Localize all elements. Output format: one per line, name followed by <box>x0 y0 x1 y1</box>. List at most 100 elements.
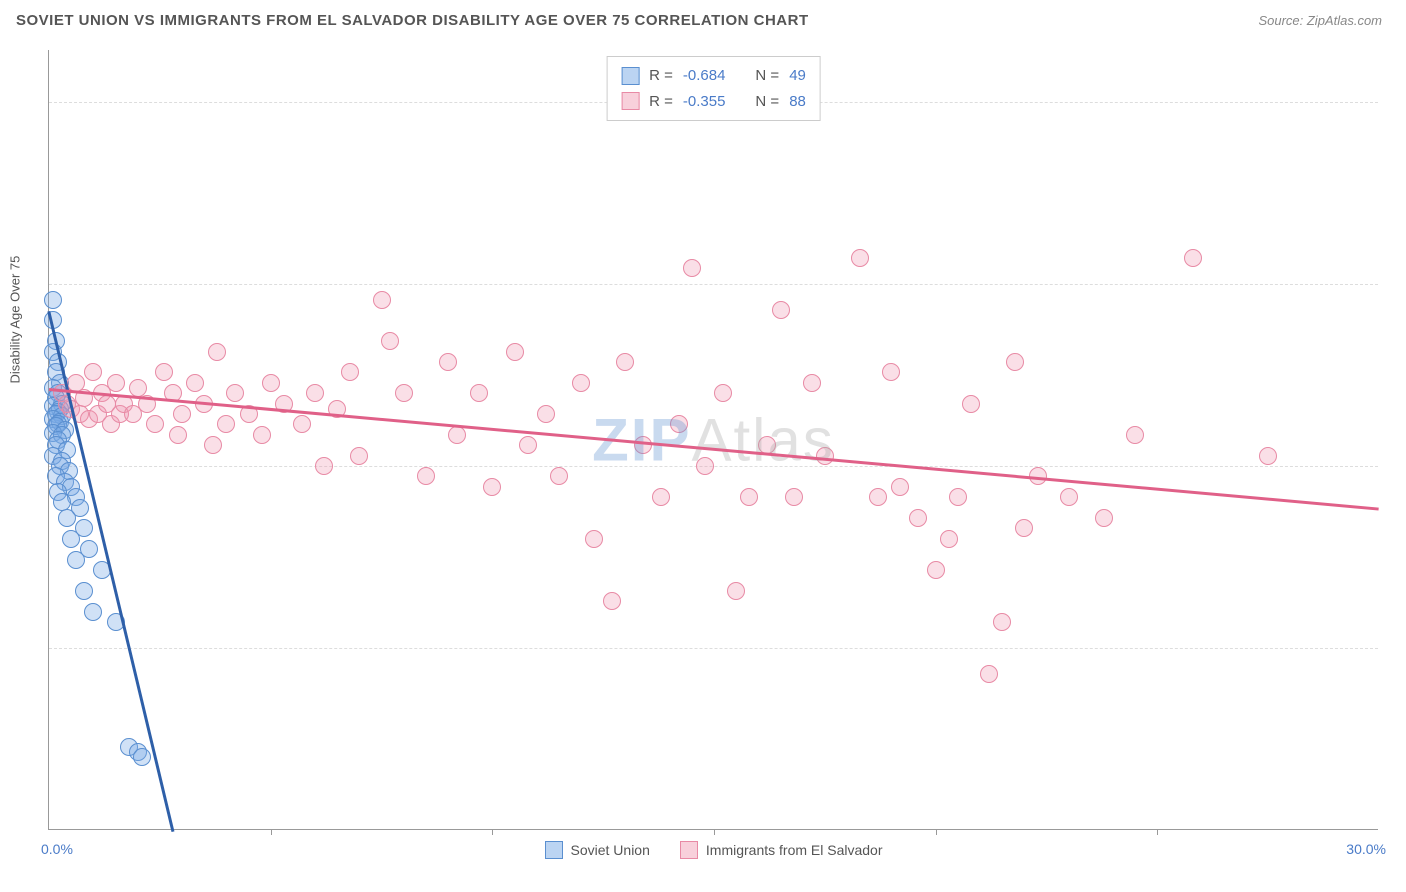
scatter-point <box>395 384 413 402</box>
legend-label: Soviet Union <box>571 842 650 858</box>
scatter-point <box>670 415 688 433</box>
scatter-point <box>927 561 945 579</box>
scatter-point <box>173 405 191 423</box>
scatter-point <box>262 374 280 392</box>
scatter-point <box>253 426 271 444</box>
scatter-point <box>306 384 324 402</box>
scatter-point <box>1259 447 1277 465</box>
scatter-point <box>208 343 226 361</box>
scatter-point <box>1060 488 1078 506</box>
scatter-point <box>186 374 204 392</box>
scatter-point <box>634 436 652 454</box>
gridline-horizontal <box>49 648 1378 649</box>
scatter-point <box>315 457 333 475</box>
scatter-point <box>75 582 93 600</box>
scatter-point <box>772 301 790 319</box>
scatter-point <box>585 530 603 548</box>
scatter-point <box>519 436 537 454</box>
scatter-point <box>980 665 998 683</box>
scatter-point <box>869 488 887 506</box>
y-tick-label: 62.5% <box>1388 276 1406 292</box>
legend-item: Soviet Union <box>545 841 650 859</box>
scatter-point <box>226 384 244 402</box>
stat-label-r: R = <box>649 63 673 89</box>
chart-title: SOVIET UNION VS IMMIGRANTS FROM EL SALVA… <box>16 12 809 29</box>
x-tick-mark <box>714 829 715 835</box>
scatter-point <box>940 530 958 548</box>
legend-stats-row: R = -0.355 N = 88 <box>621 89 806 115</box>
legend-stats-row: R = -0.684 N = 49 <box>621 63 806 89</box>
scatter-point <box>506 343 524 361</box>
scatter-point <box>803 374 821 392</box>
stat-label-n: N = <box>755 89 779 115</box>
y-tick-label: 27.5% <box>1388 640 1406 656</box>
stat-value-r: -0.684 <box>683 63 726 89</box>
scatter-point <box>107 374 125 392</box>
y-axis-label: Disability Age Over 75 <box>8 255 23 383</box>
scatter-point <box>373 291 391 309</box>
scatter-point <box>891 478 909 496</box>
y-tick-label: 80.0% <box>1388 94 1406 110</box>
scatter-point <box>217 415 235 433</box>
x-axis-max-label: 30.0% <box>1346 841 1386 857</box>
scatter-point <box>909 509 927 527</box>
stats-legend-box: R = -0.684 N = 49 R = -0.355 N = 88 <box>606 56 821 121</box>
stat-value-r: -0.355 <box>683 89 726 115</box>
stat-label-r: R = <box>649 89 673 115</box>
scatter-point <box>204 436 222 454</box>
scatter-point <box>448 426 466 444</box>
scatter-point <box>616 353 634 371</box>
scatter-point <box>683 259 701 277</box>
series-legend: Soviet Union Immigrants from El Salvador <box>545 841 883 859</box>
scatter-point <box>727 582 745 600</box>
x-tick-mark <box>492 829 493 835</box>
scatter-point <box>67 551 85 569</box>
scatter-point <box>155 363 173 381</box>
stat-value-n: 49 <box>789 63 806 89</box>
x-tick-mark <box>271 829 272 835</box>
y-tick-label: 45.0% <box>1388 458 1406 474</box>
scatter-point <box>133 748 151 766</box>
scatter-point <box>714 384 732 402</box>
scatter-point <box>949 488 967 506</box>
scatter-point <box>882 363 900 381</box>
scatter-point <box>537 405 555 423</box>
scatter-point <box>816 447 834 465</box>
scatter-point <box>439 353 457 371</box>
scatter-point <box>44 291 62 309</box>
legend-label: Immigrants from El Salvador <box>706 842 883 858</box>
scatter-point <box>84 363 102 381</box>
scatter-point <box>652 488 670 506</box>
scatter-point <box>1184 249 1202 267</box>
scatter-point <box>417 467 435 485</box>
scatter-point <box>62 530 80 548</box>
scatter-point <box>470 384 488 402</box>
x-tick-mark <box>936 829 937 835</box>
x-tick-mark <box>1157 829 1158 835</box>
scatter-point <box>993 613 1011 631</box>
scatter-point <box>1006 353 1024 371</box>
legend-swatch <box>621 92 639 110</box>
legend-swatch <box>680 841 698 859</box>
chart-plot-area: R =-0.684N =49R =-0.355N =88 ZIPAtlas Di… <box>48 50 1378 830</box>
legend-item: Immigrants from El Salvador <box>680 841 883 859</box>
stat-label-n: N = <box>755 63 779 89</box>
stat-value-n: 88 <box>789 89 806 115</box>
scatter-point <box>146 415 164 433</box>
scatter-point <box>740 488 758 506</box>
scatter-point <box>851 249 869 267</box>
legend-swatch <box>545 841 563 859</box>
scatter-point <box>381 332 399 350</box>
scatter-point <box>1095 509 1113 527</box>
trend-line <box>49 388 1379 510</box>
scatter-point <box>785 488 803 506</box>
scatter-point <box>572 374 590 392</box>
scatter-point <box>58 509 76 527</box>
scatter-point <box>341 363 359 381</box>
scatter-point <box>483 478 501 496</box>
scatter-point <box>350 447 368 465</box>
scatter-point <box>169 426 187 444</box>
scatter-point <box>1126 426 1144 444</box>
scatter-point <box>962 395 980 413</box>
scatter-point <box>293 415 311 433</box>
